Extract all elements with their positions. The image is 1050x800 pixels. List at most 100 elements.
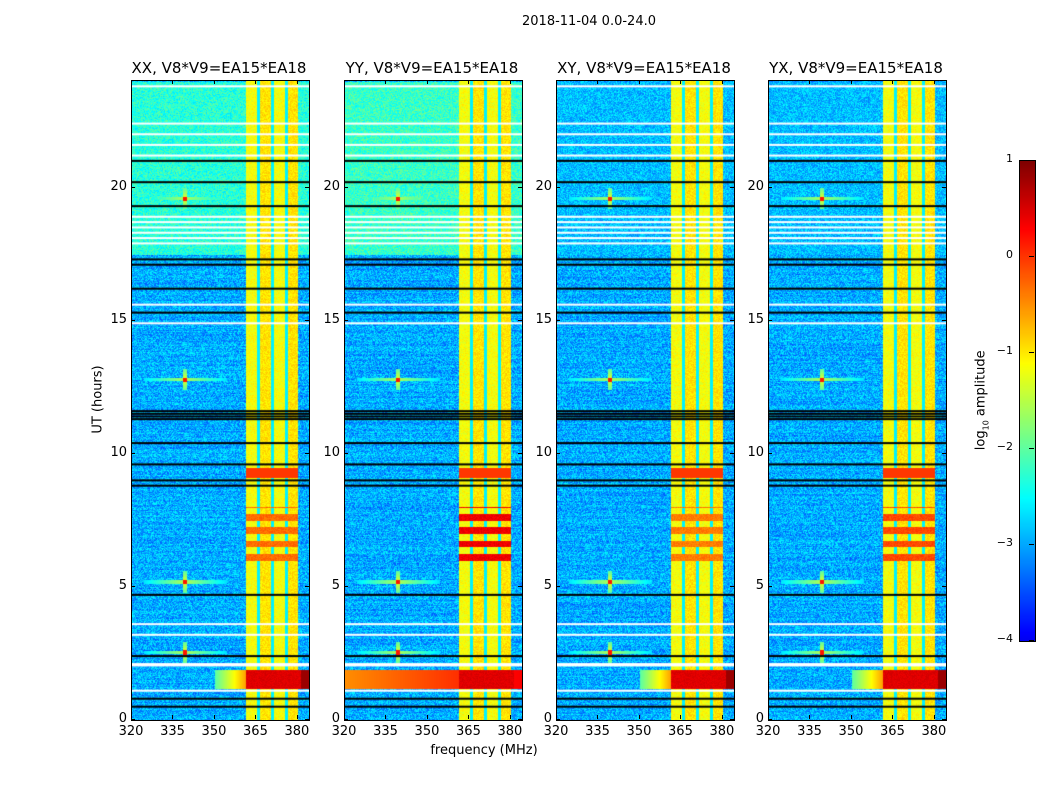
x-tick-label: 380	[921, 724, 947, 739]
x-tick-mark	[768, 715, 769, 719]
y-tick-mark	[131, 319, 135, 321]
y-tick-mark	[518, 719, 522, 720]
colorbar-tick-mark	[1029, 352, 1034, 353]
spectrogram-panel-xy	[556, 80, 735, 721]
x-tick-mark	[721, 80, 723, 84]
y-tick-label: 20	[110, 178, 127, 194]
x-tick-label: 380	[284, 724, 310, 739]
spectrogram-panel-yx	[768, 80, 947, 721]
y-tick-label: 5	[331, 577, 340, 593]
y-tick-mark	[131, 719, 135, 720]
spectrogram-image	[557, 81, 734, 720]
x-tick-mark	[556, 715, 557, 719]
x-tick-mark	[509, 715, 511, 719]
x-tick-mark	[850, 80, 852, 84]
x-tick-mark	[131, 80, 132, 84]
y-tick-mark	[518, 319, 522, 321]
y-tick-mark	[730, 186, 734, 188]
y-tick-mark	[556, 719, 560, 720]
x-tick-label: 350	[414, 724, 440, 739]
y-tick-mark	[768, 319, 772, 321]
y-tick-mark	[518, 585, 522, 587]
x-tick-mark	[213, 80, 215, 84]
y-tick-mark	[942, 319, 946, 321]
y-tick-label: 20	[747, 178, 764, 194]
y-tick-mark	[131, 452, 135, 454]
colorbar-label-suffix: amplitude	[973, 350, 989, 421]
x-tick-mark	[213, 715, 215, 719]
y-tick-mark	[344, 585, 348, 587]
y-tick-label: 15	[747, 311, 764, 327]
y-axis-label: UT (hours)	[90, 365, 106, 434]
x-tick-label: 335	[797, 724, 822, 739]
x-tick-mark	[385, 715, 387, 719]
y-tick-mark	[768, 585, 772, 587]
x-tick-mark	[344, 715, 345, 719]
x-tick-label: 380	[497, 724, 523, 739]
y-tick-mark	[942, 186, 946, 188]
x-tick-mark	[933, 80, 935, 84]
spectrogram-panel-xx	[131, 80, 310, 721]
x-tick-mark	[680, 80, 682, 84]
y-tick-mark	[730, 719, 734, 720]
x-tick-mark	[255, 80, 257, 84]
y-tick-label: 10	[535, 444, 552, 460]
x-tick-label: 365	[668, 724, 693, 739]
panel-title: XY, V8*V9=EA15*EA18	[557, 59, 731, 77]
x-tick-mark	[131, 715, 132, 719]
x-tick-label: 320	[755, 724, 781, 739]
y-tick-label: 15	[535, 311, 552, 327]
x-tick-mark	[426, 715, 428, 719]
x-tick-label: 350	[838, 724, 864, 739]
panel-title: YY, V8*V9=EA15*EA18	[345, 59, 519, 77]
y-tick-mark	[942, 585, 946, 587]
colorbar	[1019, 160, 1036, 642]
x-tick-mark	[809, 715, 811, 719]
x-tick-mark	[426, 80, 428, 84]
x-tick-label: 365	[880, 724, 905, 739]
x-tick-label: 320	[543, 724, 569, 739]
x-tick-mark	[638, 715, 640, 719]
y-tick-mark	[131, 186, 135, 188]
y-tick-label: 5	[543, 577, 552, 593]
x-tick-mark	[597, 80, 599, 84]
y-tick-mark	[556, 319, 560, 321]
colorbar-tick-label: −3	[996, 536, 1013, 549]
y-tick-label: 0	[118, 711, 127, 726]
x-tick-mark	[296, 80, 298, 84]
x-tick-label: 320	[118, 724, 144, 739]
y-tick-label: 5	[118, 577, 127, 593]
x-tick-mark	[556, 80, 557, 84]
y-tick-mark	[344, 719, 348, 720]
spectrogram-image	[345, 81, 522, 720]
y-tick-label: 0	[755, 711, 764, 726]
y-tick-label: 0	[331, 711, 340, 726]
x-tick-label: 350	[201, 724, 227, 739]
x-tick-mark	[385, 80, 387, 84]
y-tick-label: 10	[323, 444, 340, 460]
panel-title: YX, V8*V9=EA15*EA18	[769, 59, 943, 77]
x-tick-mark	[680, 715, 682, 719]
y-tick-mark	[556, 585, 560, 587]
y-tick-mark	[344, 452, 348, 454]
x-tick-mark	[468, 715, 470, 719]
x-tick-mark	[892, 715, 894, 719]
x-tick-mark	[638, 80, 640, 84]
x-tick-mark	[172, 715, 174, 719]
y-tick-mark	[942, 452, 946, 454]
y-tick-mark	[730, 319, 734, 321]
x-tick-mark	[172, 80, 174, 84]
y-tick-mark	[305, 186, 309, 188]
colorbar-tick-mark	[1029, 544, 1034, 545]
y-tick-mark	[305, 585, 309, 587]
colorbar-tick-mark	[1029, 160, 1034, 161]
colorbar-tick-label: −4	[996, 632, 1013, 645]
x-tick-mark	[768, 80, 769, 84]
y-tick-label: 10	[747, 444, 764, 460]
colorbar-label-sub: 10	[981, 420, 991, 431]
colorbar-tick-mark	[1029, 256, 1034, 257]
y-tick-label: 5	[755, 577, 764, 593]
x-tick-mark	[933, 715, 935, 719]
figure-title: 2018-11-04 0.0-24.0	[522, 14, 656, 29]
